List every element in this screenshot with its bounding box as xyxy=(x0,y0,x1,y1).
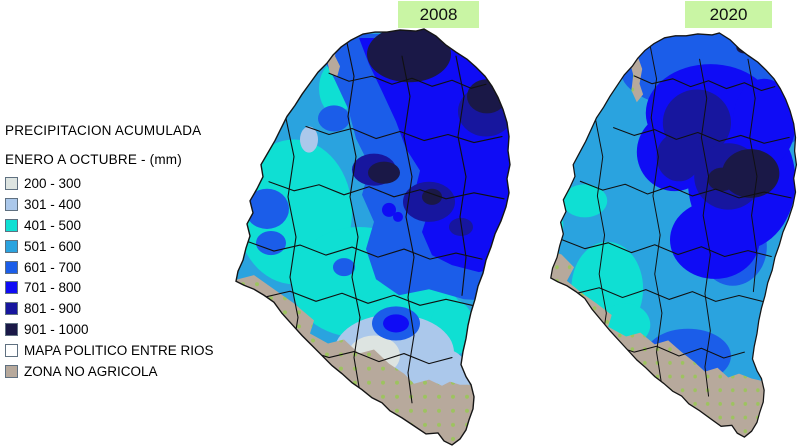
legend-item-label: MAPA POLITICO ENTRE RIOS xyxy=(24,343,214,359)
map-shape xyxy=(333,258,355,277)
legend-item: ZONA NO AGRICOLA xyxy=(5,361,233,382)
legend-item-label: 301 - 400 xyxy=(24,196,82,212)
legend-title: PRECIPITACION ACUMULADA xyxy=(5,123,202,138)
legend-item-label: 200 - 300 xyxy=(24,175,82,191)
legend-item-label: 801 - 900 xyxy=(24,301,82,317)
map-shape xyxy=(368,161,400,184)
legend-item-label: ZONA NO AGRICOLA xyxy=(24,363,158,379)
map-shape xyxy=(656,132,702,182)
map-shape xyxy=(670,200,760,279)
legend-swatch-601-700 xyxy=(5,260,18,274)
legend-item-label: 601 - 700 xyxy=(24,259,82,275)
map-2020 xyxy=(550,32,798,438)
legend-swatch-701-800 xyxy=(5,281,18,295)
map-shape xyxy=(393,211,403,222)
map-shape xyxy=(467,79,507,114)
map-shape xyxy=(732,78,796,167)
legend-item-label: 701 - 800 xyxy=(24,280,82,296)
legend: PRECIPITACION ACUMULADA ENERO A OCTUBRE … xyxy=(5,123,233,382)
legend-item: MAPA POLITICO ENTRE RIOS xyxy=(5,340,233,361)
legend-item: 801 - 900 xyxy=(5,298,233,319)
legend-swatch-political-map xyxy=(5,344,18,358)
legend-swatch-200-300 xyxy=(5,176,18,190)
map-shape xyxy=(245,188,289,229)
legend-swatch-801-900 xyxy=(5,302,18,316)
year-badge-2008: 2008 xyxy=(398,1,479,28)
map-shape xyxy=(367,29,451,83)
map-2008-regions xyxy=(236,29,510,445)
legend-subtitle: ENERO A OCTUBRE - (mm) xyxy=(5,152,182,167)
legend-item: 301 - 400 xyxy=(5,194,233,215)
legend-item-label: 401 - 500 xyxy=(24,217,82,233)
legend-item: 601 - 700 xyxy=(5,257,233,278)
legend-swatch-301-400 xyxy=(5,197,18,211)
year-badge-2020: 2020 xyxy=(685,1,772,28)
legend-item: 200 - 300 xyxy=(5,173,233,194)
legend-item: 401 - 500 xyxy=(5,215,233,236)
map-2008 xyxy=(235,28,511,446)
legend-item-label: 901 - 1000 xyxy=(24,322,89,338)
legend-swatch-401-500 xyxy=(5,218,18,232)
legend-swatch-non-agricultural xyxy=(5,364,18,378)
legend-item: 901 - 1000 xyxy=(5,319,233,340)
legend-swatch-901-1000 xyxy=(5,323,18,337)
map-2020-regions xyxy=(550,32,797,438)
legend-item-label: 501 - 600 xyxy=(24,238,82,254)
legend-swatch-501-600 xyxy=(5,239,18,253)
map-shape xyxy=(707,167,737,192)
map-shape xyxy=(382,202,396,217)
map-shape xyxy=(383,314,409,333)
map-shape xyxy=(550,209,564,241)
precip-region-901-1000 xyxy=(367,29,507,205)
precip-local-spots xyxy=(382,202,403,222)
map-shape xyxy=(300,126,318,153)
legend-item: 701 - 800 xyxy=(5,277,233,298)
legend-item: 501 - 600 xyxy=(5,236,233,257)
map-shape xyxy=(256,230,286,256)
precip-region-901-1000 xyxy=(707,41,780,198)
map-shape xyxy=(318,105,350,132)
map-shape xyxy=(722,149,780,198)
map-shape xyxy=(562,184,608,218)
